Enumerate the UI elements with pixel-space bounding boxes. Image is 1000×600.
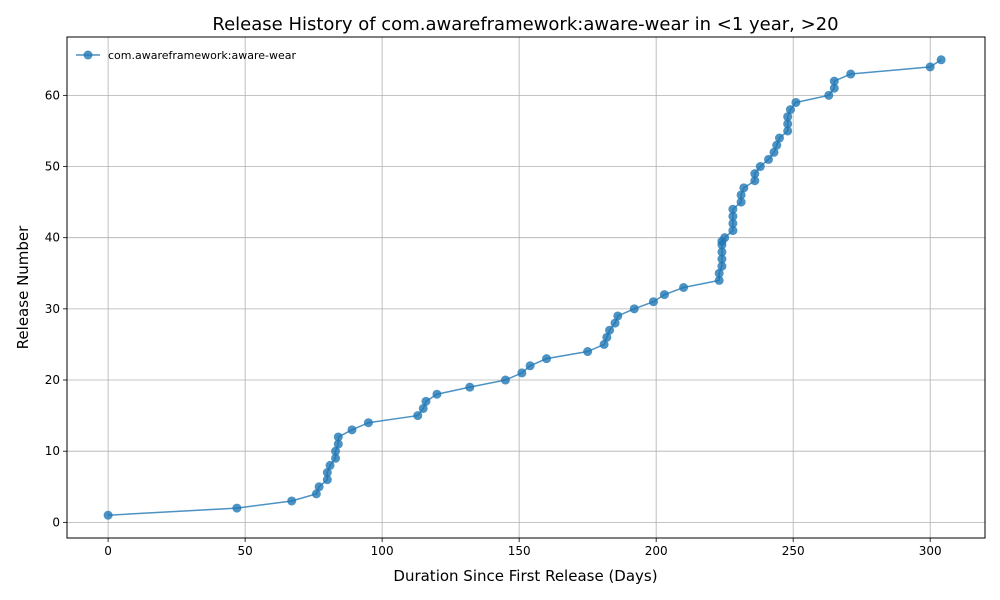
data-point xyxy=(728,218,738,228)
data-point xyxy=(465,382,475,392)
data-point xyxy=(769,147,779,157)
data-point xyxy=(679,283,689,292)
x-tick-label: 200 xyxy=(645,544,668,558)
data-point xyxy=(314,482,324,492)
y-tick-label: 10 xyxy=(45,444,60,458)
data-point xyxy=(287,496,297,506)
y-tick-label: 0 xyxy=(52,515,60,529)
data-point xyxy=(413,411,423,421)
data-point xyxy=(714,275,724,285)
data-point xyxy=(500,375,510,385)
data-point xyxy=(322,475,332,485)
data-point xyxy=(925,62,935,72)
data-point xyxy=(232,503,242,513)
data-point xyxy=(659,290,669,300)
data-point xyxy=(785,105,795,115)
data-point xyxy=(717,254,727,264)
data-point xyxy=(774,133,784,143)
data-point xyxy=(599,339,609,349)
y-axis-label: Release Number xyxy=(14,225,32,349)
x-tick-label: 50 xyxy=(237,544,252,558)
x-tick-label: 150 xyxy=(508,544,531,558)
data-point xyxy=(783,126,793,136)
data-point xyxy=(602,332,612,342)
data-point xyxy=(764,154,774,164)
data-point xyxy=(613,311,623,321)
data-point xyxy=(783,119,793,129)
data-point xyxy=(333,439,343,449)
plot-area-frame xyxy=(66,36,986,539)
data-point xyxy=(331,453,341,463)
data-point xyxy=(772,140,782,150)
data-point xyxy=(421,396,431,406)
data-point xyxy=(648,297,658,307)
data-point xyxy=(936,55,946,65)
data-point xyxy=(824,90,834,100)
data-point xyxy=(103,510,113,520)
y-tick-label: 20 xyxy=(45,373,60,387)
data-point xyxy=(728,204,738,214)
y-tick-label: 50 xyxy=(45,160,60,174)
data-point xyxy=(347,425,357,435)
x-tick-label: 0 xyxy=(104,544,112,558)
data-point xyxy=(322,468,332,478)
data-point xyxy=(325,460,335,470)
data-point xyxy=(728,211,738,221)
axis-ticks: 0 50 100 150 200 250 300 0 10 20 30 40 50 60 xyxy=(45,88,942,558)
legend-label: com.awareframework:aware-wear xyxy=(108,49,296,62)
x-tick-label: 250 xyxy=(782,544,805,558)
data-point xyxy=(629,304,639,314)
data-point xyxy=(432,389,442,399)
data-point xyxy=(311,489,321,499)
data-point xyxy=(583,347,593,357)
x-tick-label: 100 xyxy=(371,544,394,558)
data-point xyxy=(605,325,615,335)
y-tick-label: 30 xyxy=(45,302,60,316)
y-tick-label: 60 xyxy=(45,88,60,102)
data-point xyxy=(717,247,727,257)
data-point xyxy=(783,112,793,122)
data-point xyxy=(750,176,760,186)
data-point xyxy=(525,361,535,371)
data-point xyxy=(333,432,343,442)
x-axis-label: Duration Since First Release (Days) xyxy=(393,567,657,585)
data-point xyxy=(829,76,839,86)
data-point xyxy=(720,233,730,243)
chart-title: Release History of com.awareframework:aw… xyxy=(212,14,838,35)
x-tick-label: 300 xyxy=(919,544,942,558)
data-point xyxy=(610,318,620,328)
data-point xyxy=(791,97,801,107)
data-point xyxy=(717,261,727,271)
data-point xyxy=(739,183,749,193)
data-point xyxy=(736,197,746,207)
y-tick-label: 40 xyxy=(45,231,60,245)
data-point xyxy=(846,69,856,79)
data-point xyxy=(755,162,765,172)
legend: com.awareframework:aware-wear xyxy=(76,49,296,62)
data-point xyxy=(750,169,760,179)
data-point xyxy=(418,403,428,413)
legend-marker-swatch xyxy=(83,50,93,60)
data-point xyxy=(363,418,373,428)
data-point xyxy=(331,446,341,456)
data-point xyxy=(728,226,738,236)
data-series xyxy=(103,55,946,520)
data-point xyxy=(829,83,839,93)
data-point xyxy=(517,368,527,378)
data-point xyxy=(714,268,724,278)
data-point xyxy=(736,190,746,200)
data-point xyxy=(542,354,552,364)
